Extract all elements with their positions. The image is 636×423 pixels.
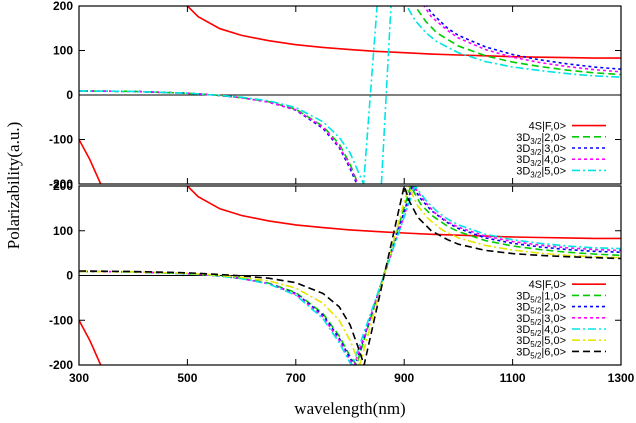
x-tick-label: 900 bbox=[394, 371, 414, 385]
y-tick-label: -200 bbox=[49, 358, 73, 372]
legend-label-5: 3D3/2|5,0> bbox=[516, 165, 566, 179]
series-line-7 bbox=[79, 186, 621, 365]
series-line-1 bbox=[79, 186, 621, 365]
panel-top: 200 100 0 -100 -200 4S|F,0>3D3/2|2,0>3D3/2|3,… bbox=[49, 0, 622, 191]
x-tick-label: 700 bbox=[286, 371, 306, 385]
y-axis-title: Polarizability(a.u.) bbox=[4, 122, 23, 249]
series-line-5 bbox=[79, 6, 621, 184]
y-tick-label: 0 bbox=[66, 88, 73, 102]
x-axis-title: wavelength(nm) bbox=[294, 399, 405, 418]
y-tick-label: -100 bbox=[49, 133, 73, 147]
series-line-6 bbox=[79, 186, 621, 365]
series-line-1 bbox=[79, 6, 621, 184]
legend-label-4: 3D5/2|3,0> bbox=[516, 313, 566, 327]
legend-label-6: 3D5/2|5,0> bbox=[516, 335, 566, 349]
series-line-4 bbox=[79, 6, 621, 184]
x-tick-label: 1300 bbox=[608, 371, 635, 385]
x-tick-label: 300 bbox=[69, 371, 89, 385]
series-line-4 bbox=[79, 186, 621, 365]
legend-label-2: 3D5/2|1,0> bbox=[516, 290, 566, 304]
y-tick-label: 0 bbox=[66, 269, 73, 283]
y-tick-label: 200 bbox=[53, 0, 73, 13]
legend-label-1: 4S|F,0> bbox=[529, 121, 566, 133]
legend: 4S|F,0>3D3/2|2,0>3D3/2|3,0>3D3/2|4,0>3D3… bbox=[516, 121, 606, 179]
panel-bottom: 200 100 0 -100 -200 4S|F,0>3D5/2|1,0>3D5/2|2,… bbox=[49, 179, 622, 372]
legend-label-5: 3D5/2|4,0> bbox=[516, 324, 566, 338]
legend-label-1: 4S|F,0> bbox=[529, 279, 566, 291]
x-tick-label: 1100 bbox=[500, 371, 526, 385]
y-tick-label: -100 bbox=[49, 313, 73, 327]
legend-label-7: 3D5/2|6,0> bbox=[516, 346, 566, 360]
x-tick-label: 500 bbox=[177, 371, 197, 385]
legend-label-3: 3D3/2|3,0> bbox=[516, 143, 566, 157]
series-group bbox=[79, 6, 621, 184]
y-tick-label: -200 bbox=[49, 177, 73, 191]
legend-label-3: 3D5/2|2,0> bbox=[516, 302, 566, 316]
series-group bbox=[79, 186, 621, 365]
y-tick-label: 100 bbox=[53, 44, 73, 58]
legend-label-4: 3D3/2|4,0> bbox=[516, 154, 566, 168]
y-tick-label: 100 bbox=[53, 224, 73, 238]
y-tick-label: 200 bbox=[53, 179, 73, 193]
legend: 4S|F,0>3D5/2|1,0>3D5/2|2,0>3D5/2|3,0>3D5… bbox=[516, 279, 606, 360]
legend-label-2: 3D3/2|2,0> bbox=[516, 132, 566, 146]
